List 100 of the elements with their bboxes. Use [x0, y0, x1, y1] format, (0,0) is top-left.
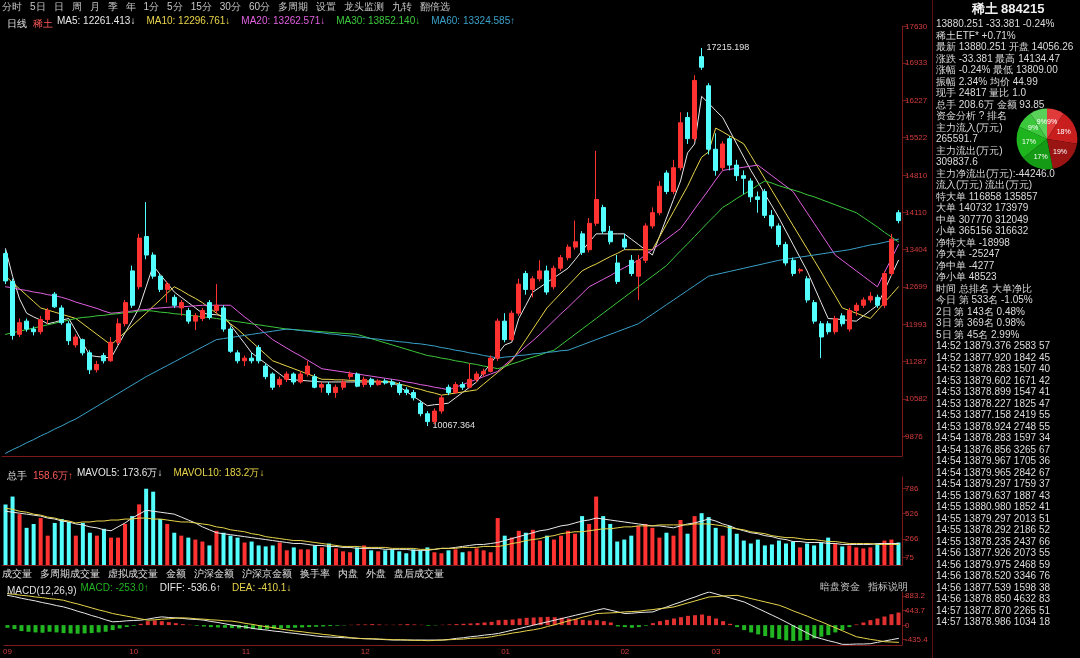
- bar: [5, 625, 10, 628]
- bar: [707, 615, 712, 626]
- text: 年: [125, 0, 136, 12]
- bar: [319, 547, 324, 565]
- text: MA10: 12296.761↓: [146, 14, 231, 26]
- text: 1分: [143, 0, 160, 12]
- bar: [193, 539, 198, 565]
- bar: [488, 552, 493, 565]
- candlestick: [769, 209, 774, 230]
- bar: [144, 488, 149, 565]
- text: 龙头监测: [344, 0, 385, 12]
- candlestick: [200, 307, 205, 322]
- candlestick: [249, 352, 254, 364]
- candlestick: [783, 241, 788, 267]
- text: 指标说明: [867, 580, 908, 592]
- candlestick: [369, 377, 374, 388]
- bar: [861, 548, 866, 565]
- candlestick: [896, 209, 901, 224]
- candlestick: [685, 111, 690, 145]
- bar: [671, 535, 676, 565]
- candlestick: [734, 159, 739, 182]
- y-tick-label: 443.7: [905, 605, 926, 615]
- bar: [145, 621, 150, 626]
- text: 盘后成交量: [394, 567, 444, 579]
- candlestick: [397, 381, 402, 396]
- candlestick: [158, 273, 163, 293]
- bar: [52, 522, 57, 565]
- text: 分时: [2, 0, 22, 12]
- candlestick: [580, 230, 585, 256]
- candlestick: [326, 381, 331, 396]
- text: MA20: 13262.571↓: [241, 14, 326, 26]
- bar: [791, 625, 796, 642]
- x-tick-label: 09: [2, 646, 13, 656]
- bar: [453, 549, 458, 565]
- bar: [159, 621, 164, 626]
- bar: [769, 544, 774, 565]
- candlestick: [509, 310, 514, 342]
- y-tick-label: 16933: [905, 58, 928, 68]
- chart-title: 总手: [6, 469, 27, 481]
- y-tick-label: -435.4: [905, 635, 929, 645]
- bar: [713, 527, 718, 565]
- text: MAVOL5: 173.6万↓: [77, 466, 163, 478]
- bar: [524, 617, 529, 626]
- candlestick: [762, 188, 767, 219]
- bar: [551, 539, 556, 565]
- bar: [727, 525, 732, 565]
- candlestick: [629, 254, 634, 277]
- bar: [720, 535, 725, 565]
- text: 265591.7: [936, 133, 978, 144]
- candlestick: [882, 270, 887, 309]
- y-tick-label: 16227: [905, 95, 928, 105]
- bar: [664, 532, 669, 565]
- text: 稀土ETF* +0.71%: [936, 29, 1017, 41]
- bar: [678, 520, 683, 565]
- bar: [826, 625, 831, 636]
- x-tick-label: 03: [711, 646, 722, 656]
- bar: [101, 528, 106, 565]
- candlestick: [530, 275, 535, 298]
- bar: [291, 547, 296, 565]
- chart-subtitle: 稀土: [33, 17, 53, 29]
- candlestick: [587, 217, 592, 253]
- bar: [791, 541, 796, 565]
- text: 14:53 13878.227 1825 47: [936, 397, 1051, 409]
- bar: [763, 625, 768, 637]
- bar: [68, 625, 73, 634]
- bar: [699, 513, 704, 565]
- candlestick: [692, 74, 697, 142]
- bar: [467, 551, 472, 565]
- bar: [686, 615, 691, 626]
- bar: [812, 545, 817, 565]
- text: 14:53 13878.924 2748 55: [936, 420, 1051, 432]
- text: 14:56 13879.975 2468 59: [936, 558, 1051, 570]
- candlestick: [411, 389, 416, 401]
- candlestick: [713, 132, 718, 177]
- y-tick-label: 9876: [905, 431, 924, 441]
- text: 现手 24817 量比 1.0: [936, 87, 1028, 99]
- candlestick: [73, 333, 78, 349]
- text: 周: [71, 0, 82, 12]
- bar: [516, 530, 521, 565]
- candlestick: [24, 317, 29, 333]
- bar: [776, 540, 781, 565]
- candlestick: [116, 317, 121, 346]
- candlestick: [45, 307, 50, 325]
- bar: [896, 542, 901, 565]
- bar: [94, 535, 99, 565]
- candlestick: [94, 360, 99, 373]
- bar: [474, 548, 479, 565]
- candlestick: [291, 371, 296, 386]
- bar: [721, 621, 726, 626]
- bar: [293, 625, 298, 628]
- text: 外盘: [366, 567, 386, 579]
- text: 特大单 116858 135857: [936, 190, 1039, 202]
- text: 14:57 13878.986 1034 18: [936, 616, 1051, 628]
- x-tick-label: 11: [241, 646, 251, 656]
- candlestick: [516, 278, 521, 317]
- text: 换手率: [300, 567, 330, 579]
- candlestick: [861, 296, 866, 309]
- bar: [481, 550, 486, 565]
- candlestick: [840, 312, 845, 327]
- bar: [200, 541, 205, 565]
